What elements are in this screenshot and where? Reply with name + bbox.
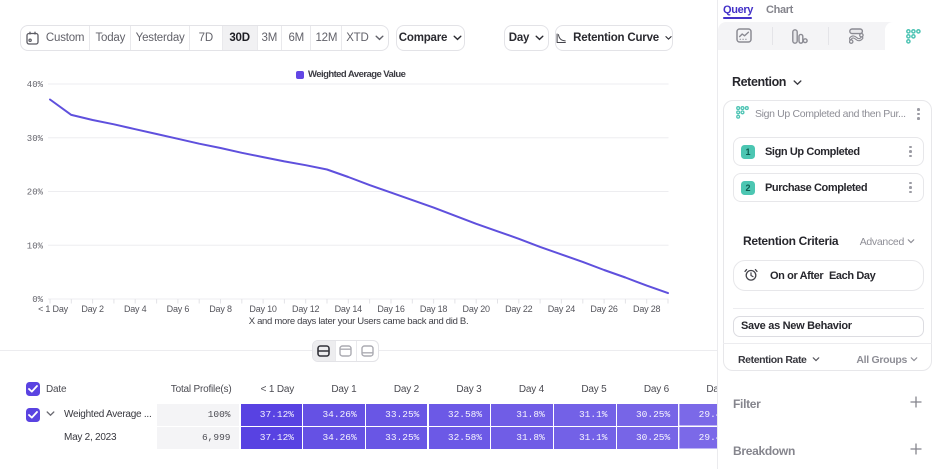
svg-text:Day 16: Day 16 <box>377 304 405 314</box>
svg-text:0%: 0% <box>32 295 43 305</box>
svg-text:Day 4: Day 4 <box>124 304 147 314</box>
svg-text:Day 18: Day 18 <box>420 304 448 314</box>
svg-text:40%: 40% <box>27 80 44 90</box>
svg-text:Day 14: Day 14 <box>335 304 363 314</box>
svg-text:Day 6: Day 6 <box>167 304 190 314</box>
svg-text:Day 8: Day 8 <box>209 304 232 314</box>
svg-text:Day 20: Day 20 <box>463 304 491 314</box>
svg-text:20%: 20% <box>27 188 44 198</box>
svg-text:10%: 10% <box>27 241 44 251</box>
svg-text:Day 2: Day 2 <box>81 304 104 314</box>
svg-text:Day 28: Day 28 <box>633 304 661 314</box>
svg-text:Day 22: Day 22 <box>505 304 533 314</box>
svg-text:Day 12: Day 12 <box>292 304 320 314</box>
svg-text:< 1 Day: < 1 Day <box>38 304 69 314</box>
svg-text:Day 24: Day 24 <box>548 304 576 314</box>
svg-text:Day 10: Day 10 <box>249 304 277 314</box>
svg-text:Day 26: Day 26 <box>590 304 618 314</box>
svg-text:30%: 30% <box>27 134 44 144</box>
